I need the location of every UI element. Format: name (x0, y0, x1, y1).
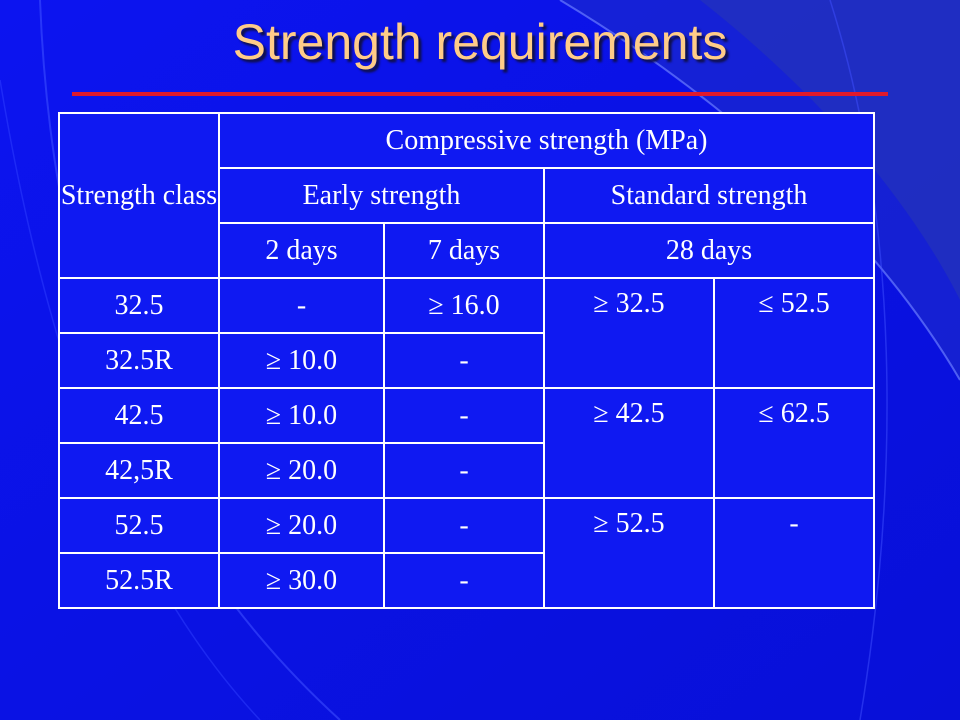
cell-7-days: - (383, 387, 545, 444)
strength-table: Strength class Compressive strength (MPa… (58, 112, 876, 609)
cell-2-days: - (218, 277, 385, 334)
header-2-days: 2 days (218, 222, 385, 279)
cell-2-days: ≥ 20.0 (218, 442, 385, 499)
table-row: 32.5R ≥ 10.0 - (58, 332, 874, 389)
cell-2-days: ≥ 20.0 (218, 497, 385, 554)
table-row: 42,5R ≥ 20.0 - (58, 442, 874, 499)
table-row: 52.5R ≥ 30.0 - (58, 552, 874, 609)
header-28-days: 28 days (542, 222, 876, 279)
cell-class: 42,5R (58, 442, 220, 499)
header-standard-strength: Standard strength (542, 167, 876, 224)
cell-class: 42.5 (58, 387, 220, 444)
cell-class: 52.5R (58, 552, 220, 609)
cell-2-days: ≥ 30.0 (218, 552, 385, 609)
cell-2-days: ≥ 10.0 (218, 387, 385, 444)
cell-7-days: - (383, 497, 545, 554)
table-row: 32.5 - ≥ 16.0 ≥ 32.5 ≤ 52.5 (58, 277, 876, 389)
cell-class: 32.5 (58, 277, 220, 334)
header-early-strength: Early strength (218, 167, 545, 224)
cell-7-days: ≥ 16.0 (383, 277, 545, 334)
cell-28-days-max: - (712, 497, 876, 609)
cell-28-days-max: ≤ 52.5 (712, 277, 876, 389)
header-compressive-strength: Compressive strength (MPa) (217, 112, 876, 169)
header-7-days: 7 days (383, 222, 545, 279)
slide-title: Strength requirements (232, 14, 728, 70)
cell-7-days: - (383, 332, 545, 389)
cell-2-days: ≥ 10.0 (218, 332, 385, 389)
cell-class: 52.5 (58, 497, 220, 554)
cell-28-days-min: ≥ 52.5 (543, 497, 715, 609)
title-underline (72, 92, 888, 96)
cell-28-days-min: ≥ 32.5 (543, 277, 715, 389)
cell-7-days: - (383, 552, 545, 609)
table-row: 52.5 ≥ 20.0 - ≥ 52.5 - (58, 497, 876, 609)
cell-7-days: - (383, 442, 545, 499)
cell-class: 32.5R (58, 332, 220, 389)
cell-28-days-min: ≥ 42.5 (543, 387, 715, 499)
header-strength-class: Strength class (58, 112, 220, 279)
cell-28-days-max: ≤ 62.5 (712, 387, 876, 499)
table-row: 42.5 ≥ 10.0 - ≥ 42.5 ≤ 62.5 (58, 387, 876, 499)
